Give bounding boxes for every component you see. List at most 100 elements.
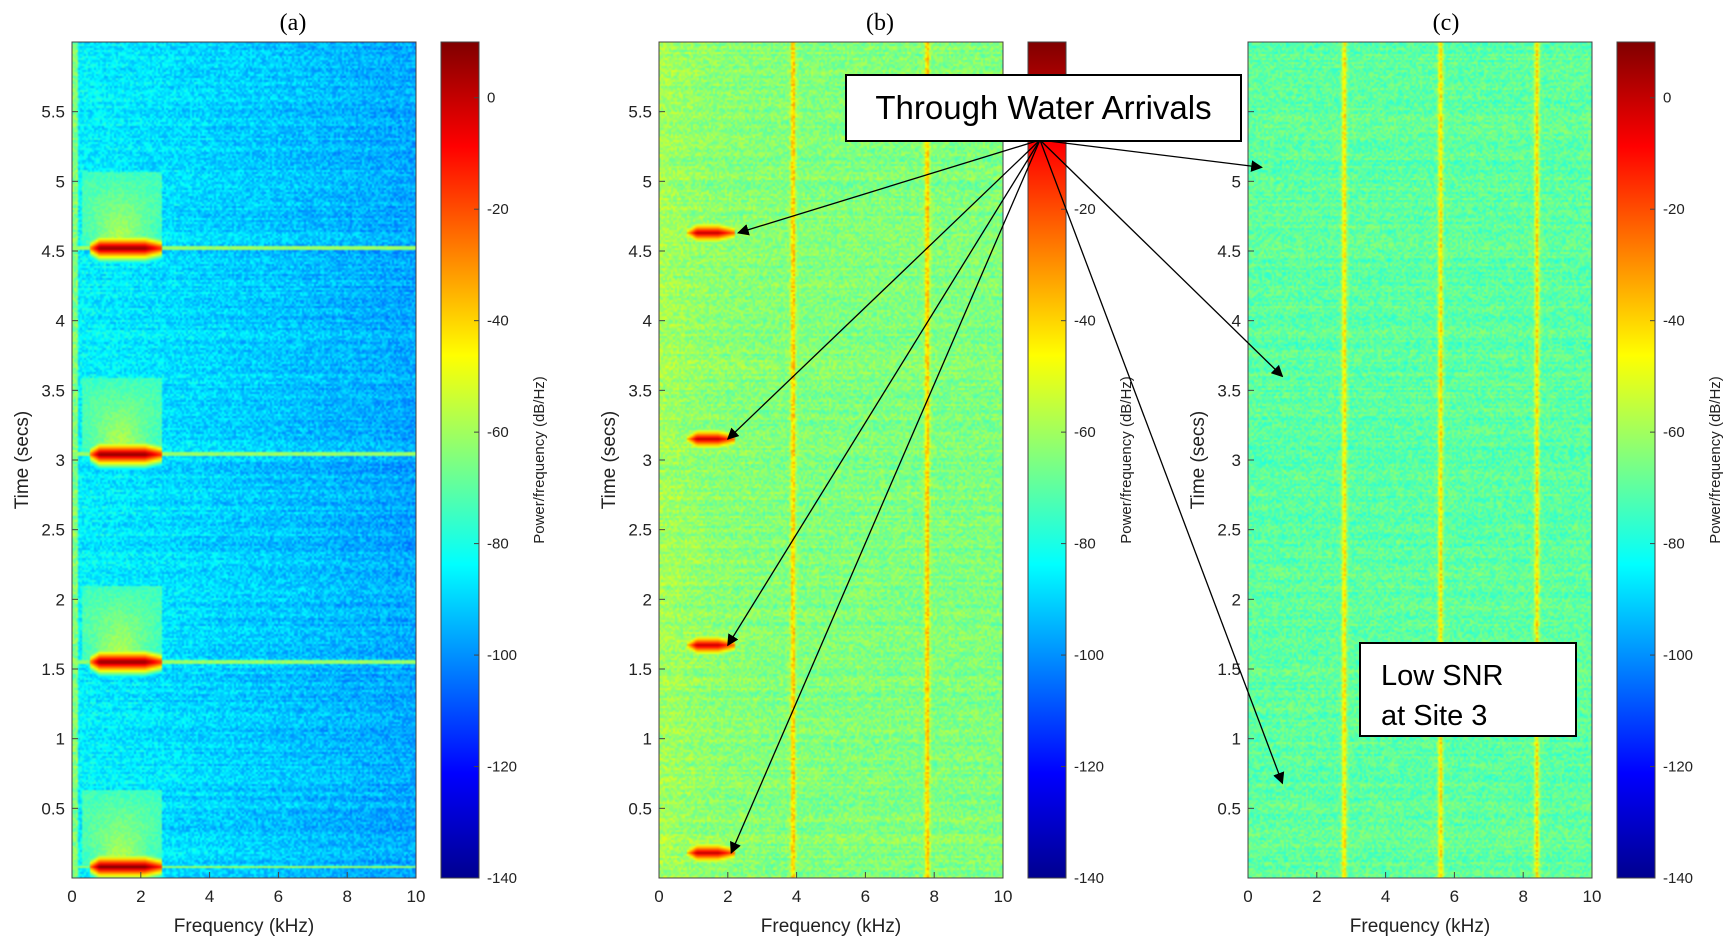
arrival-arrow [730,139,1041,854]
panel-c-y-tick-label: 4.5 [1217,242,1241,261]
panel-b-x-ticks: 0 2 4 6 8 10 [654,872,1012,906]
panel-c-colorbar-tick-label: -60 [1663,424,1685,441]
panel-c-y-tick-label: 3.5 [1217,381,1241,400]
panel-b-colorbar-tick-label: -40 [1074,313,1096,330]
panel-a-colorbar-tick-label: -100 [487,647,517,664]
arrival-arrow [727,139,1041,647]
panel-c-y-tick-label: 2.5 [1217,521,1241,540]
panel-a-y-tick-label: 5 [56,172,65,191]
panel-a-y-tick-label: 5.5 [41,103,65,122]
panel-a-y-tick-label: 2 [56,590,65,609]
panel-b-y-tick-label: 0.5 [628,799,652,818]
panel-c-colorbar-label: Power/frequency (dB/Hz) [1707,376,1724,544]
panel-a-x-ticks: 0 2 4 6 8 10 [67,872,425,906]
panel-c-colorbar-tick-label: -120 [1663,759,1693,776]
panel-c-x-tick-label: 6 [1450,887,1459,906]
panel-c-y-label: Time (secs) [1188,411,1209,510]
low-snr-line-1: Low SNR [1381,660,1504,692]
panel-b-y-tick-label: 4 [643,312,652,331]
panel-b-y-tick-label: 5.5 [628,103,652,122]
arrival-arrow [726,139,1041,440]
panel-c-title: (c) [1433,10,1460,36]
panel-a-y-tick-label: 2.5 [41,521,65,540]
panel-c-colorbar-tick-label: -40 [1663,313,1685,330]
arrival-arrow [1039,139,1263,172]
panel-a-colorbar-tick-label: -120 [487,759,517,776]
panel-c-spectrogram [1248,42,1592,878]
panel-c-colorbar-tick-label: -140 [1663,870,1693,887]
panel-a-y-tick-label: 3 [56,451,65,470]
panel-c-colorbar-tick-label: 0 [1663,90,1671,107]
panel-a-y-label: Time (secs) [12,411,33,510]
annotation-arrows [726,139,1285,854]
panel-c-y-tick-label: 1.5 [1217,660,1241,679]
panel-b-y-tick-label: 3.5 [628,381,652,400]
panel-a-spectrogram [72,42,416,878]
panel-b-y-tick-label: 1 [643,730,652,749]
panel-b-y-tick-label: 5 [643,172,652,191]
panel-c-x-tick-label: 0 [1243,887,1252,906]
panel-b-colorbar-label: Power/frequency (dB/Hz) [1118,376,1135,544]
panel-b: (b) 0 2 4 6 8 10 0.5 1 1.5 2 2.5 3 3.5 4 4.5 5 5.5 Freq… [599,10,1135,937]
arrival-arrow [737,139,1041,236]
panel-a-x-tick-label: 4 [205,887,214,906]
panel-a-y-ticks: 0.5 1 1.5 2 2.5 3 3.5 4 4.5 5 5.5 [41,103,78,818]
panel-b-colorbar-tick-label: -100 [1074,647,1104,664]
panel-a-x-label: Frequency (kHz) [174,916,314,937]
panel-b-y-tick-label: 1.5 [628,660,652,679]
panel-b-x-tick-label: 2 [723,887,732,906]
panel-c-y-tick-label: 4 [1232,312,1241,331]
panel-a-y-tick-label: 0.5 [41,799,65,818]
panel-a-x-tick-label: 8 [342,887,351,906]
panel-a-colorbar-tick-label: -20 [487,201,509,218]
panel-a-x-tick-label: 0 [67,887,76,906]
panel-b-colorbar-tick-label: -20 [1074,201,1096,218]
panel-b-y-tick-label: 2.5 [628,521,652,540]
panel-b-y-tick-label: 2 [643,590,652,609]
panel-a-colorbar-tick-label: -40 [487,313,509,330]
panel-c-x-tick-label: 4 [1381,887,1390,906]
panel-c-y-tick-label: 3 [1232,451,1241,470]
arrival-arrow [1039,139,1284,378]
panel-a-colorbar-ticks: 0 -20 -40 -60 -80 -100 -120 -140 [474,90,517,887]
panel-a-colorbar-tick-label: -140 [487,870,517,887]
panel-c-y-tick-label: 2 [1232,590,1241,609]
panel-b-colorbar-tick-label: -60 [1074,424,1096,441]
panel-a-y-tick-label: 4 [56,312,65,331]
panel-b-x-tick-label: 10 [994,887,1013,906]
panel-c-colorbar-tick-label: -80 [1663,536,1685,553]
panel-a-colorbar-tick-label: 0 [487,90,495,107]
panel-b-title: (b) [866,10,894,36]
panel-b-x-tick-label: 4 [792,887,801,906]
panel-b-x-tick-label: 0 [654,887,663,906]
panel-c-colorbar-ticks: 0 -20 -40 -60 -80 -100 -120 -140 [1650,90,1693,887]
panel-a-colorbar-label: Power/frequency (dB/Hz) [531,376,548,544]
panel-c-x-label: Frequency (kHz) [1350,916,1490,937]
panel-a-x-tick-label: 10 [407,887,426,906]
panel-b-y-label: Time (secs) [599,411,620,510]
panel-a-title: (a) [280,10,307,36]
panel-c-x-tick-label: 2 [1312,887,1321,906]
panel-c-y-tick-label: 0.5 [1217,799,1241,818]
low-snr-callout: Low SNR at Site 3 [1359,642,1577,737]
panel-b-x-tick-label: 6 [861,887,870,906]
panel-b-colorbar-ticks: 0-20-40-60-80-100-120-140 [1061,90,1104,887]
panel-c-x-tick-label: 10 [1583,887,1602,906]
panel-c-colorbar-tick-label: -20 [1663,201,1685,218]
panel-a-y-tick-label: 3.5 [41,381,65,400]
panel-b-x-tick-label: 8 [929,887,938,906]
panel-a-y-tick-label: 4.5 [41,242,65,261]
panel-c-y-tick-label: 1 [1232,730,1241,749]
arrival-arrow [1039,139,1285,785]
panel-b-x-label: Frequency (kHz) [761,916,901,937]
panel-b-spectrogram [659,42,1003,878]
panel-b-y-tick-label: 3 [643,451,652,470]
panel-b-y-tick-label: 4.5 [628,242,652,261]
panel-a-y-tick-label: 1 [56,730,65,749]
low-snr-line-2: at Site 3 [1381,700,1488,732]
panel-a-colorbar [440,41,480,879]
panel-a-x-tick-label: 6 [274,887,283,906]
panel-a: (a) 0 2 4 6 8 10 0.5 1 1.5 2 2.5 3 3.5 4 4.5 5 5.5 Freq… [12,10,548,937]
